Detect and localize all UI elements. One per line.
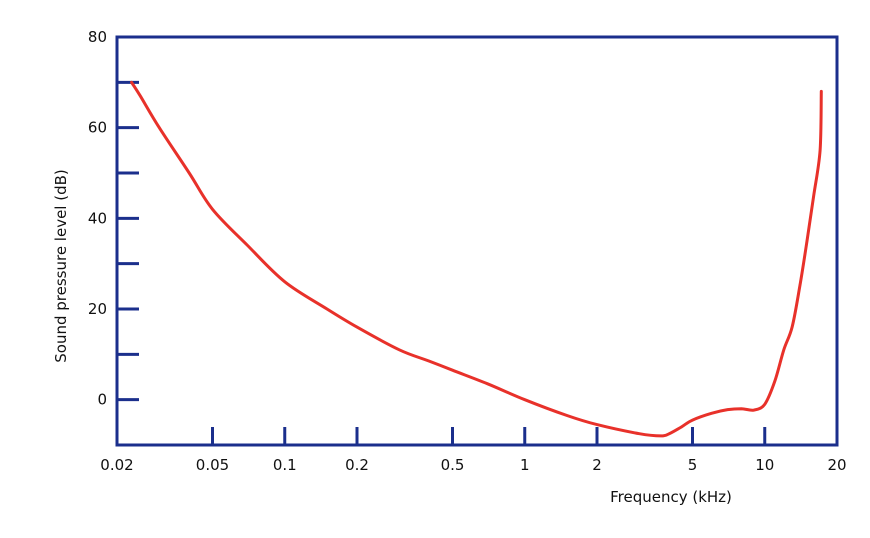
y-tick-label: 0 [97,391,107,409]
series-line [130,80,823,438]
x-tick-label: 0.5 [441,456,465,474]
x-tick-label: 20 [827,456,846,474]
y-axis-ticks: 0 20 40 60 80 [88,28,139,409]
series-group [130,80,823,438]
x-tick-label: 0.05 [196,456,229,474]
y-tick-label: 80 [88,28,107,46]
y-axis-title: Sound pressure level (dB) [52,169,70,363]
x-tick-label: 2 [592,456,602,474]
x-tick-label: 0.02 [100,456,133,474]
x-tick-label: 0.2 [345,456,369,474]
x-tick-label: 1 [520,456,530,474]
x-tick-label: 0.1 [273,456,297,474]
x-axis-title: Frequency (kHz) [610,488,732,506]
y-tick-label: 60 [88,119,107,137]
x-tick-label: 5 [688,456,698,474]
y-tick-label: 40 [88,209,107,227]
y-tick-label: 20 [88,300,107,318]
x-axis-ticks: 0.02 0.05 0.1 0.2 0.5 1 2 5 10 20 [100,427,847,474]
x-tick-label: 10 [755,456,774,474]
plot-frame [115,35,839,447]
